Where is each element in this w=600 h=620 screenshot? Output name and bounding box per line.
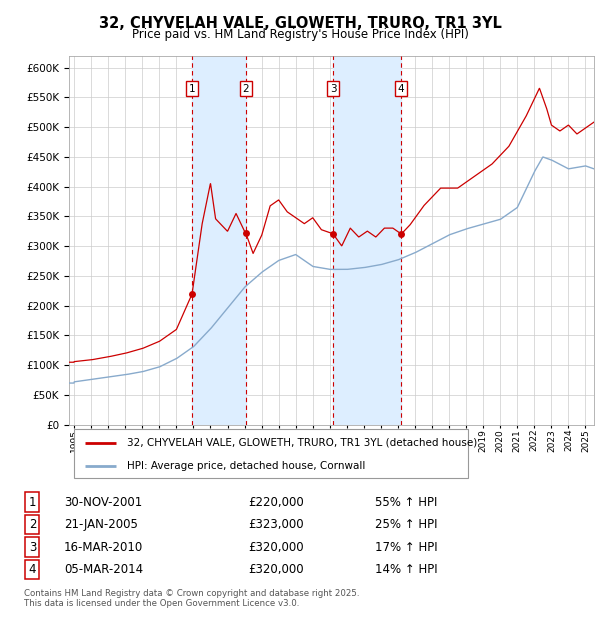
Text: Price paid vs. HM Land Registry's House Price Index (HPI): Price paid vs. HM Land Registry's House … <box>131 28 469 41</box>
Text: 3: 3 <box>29 541 36 554</box>
Text: HPI: Average price, detached house, Cornwall: HPI: Average price, detached house, Corn… <box>127 461 365 471</box>
Text: 2: 2 <box>242 84 249 94</box>
Text: 14% ↑ HPI: 14% ↑ HPI <box>375 563 438 576</box>
Text: 1: 1 <box>29 495 36 508</box>
Text: Contains HM Land Registry data © Crown copyright and database right 2025.
This d: Contains HM Land Registry data © Crown c… <box>24 588 359 608</box>
Bar <box>334 56 401 425</box>
Text: 3: 3 <box>330 84 337 94</box>
Bar <box>192 56 245 425</box>
Text: 4: 4 <box>398 84 404 94</box>
Text: 32, CHYVELAH VALE, GLOWETH, TRURO, TR1 3YL: 32, CHYVELAH VALE, GLOWETH, TRURO, TR1 3… <box>98 16 502 30</box>
Text: 17% ↑ HPI: 17% ↑ HPI <box>375 541 438 554</box>
Text: 25% ↑ HPI: 25% ↑ HPI <box>375 518 437 531</box>
Text: £220,000: £220,000 <box>248 495 304 508</box>
Text: £320,000: £320,000 <box>248 541 304 554</box>
Text: 32, CHYVELAH VALE, GLOWETH, TRURO, TR1 3YL (detached house): 32, CHYVELAH VALE, GLOWETH, TRURO, TR1 3… <box>127 438 477 448</box>
FancyBboxPatch shape <box>74 430 468 478</box>
Text: 2: 2 <box>29 518 36 531</box>
Text: 21-JAN-2005: 21-JAN-2005 <box>64 518 138 531</box>
Text: 55% ↑ HPI: 55% ↑ HPI <box>375 495 437 508</box>
Text: 30-NOV-2001: 30-NOV-2001 <box>64 495 142 508</box>
Text: 1: 1 <box>189 84 196 94</box>
Text: £320,000: £320,000 <box>248 563 304 576</box>
Text: 4: 4 <box>29 563 36 576</box>
Text: 16-MAR-2010: 16-MAR-2010 <box>64 541 143 554</box>
Text: 05-MAR-2014: 05-MAR-2014 <box>64 563 143 576</box>
Text: £323,000: £323,000 <box>248 518 304 531</box>
